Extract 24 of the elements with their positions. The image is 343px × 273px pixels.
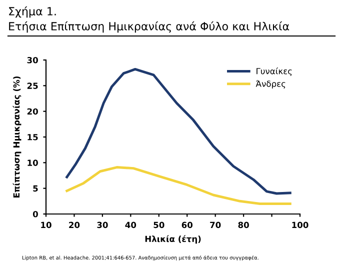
line-series <box>66 166 292 205</box>
line-series <box>66 68 292 195</box>
x-tick-label: 50 <box>154 222 164 228</box>
y-tick-label: 30 <box>27 56 38 64</box>
chart-subtitle: Ετήσια Επίπτωση Ημικρανίας ανά Φύλο και Ηλικία <box>9 21 290 33</box>
y-tick-label: 25 <box>27 82 38 89</box>
x-tick-label: 40 <box>125 222 136 228</box>
x-tick-label: 10 <box>41 222 52 228</box>
y-tick-label: 15 <box>28 134 38 140</box>
x-tick-label: 30 <box>97 222 108 228</box>
x-tick-label: 60 <box>182 222 193 228</box>
y-tick-label: 5 <box>33 185 38 192</box>
x-axis-title: Ηλικία (έτη) <box>145 235 201 244</box>
legend-label: Γυναίκες <box>256 68 292 76</box>
x-tick-label: 20 <box>69 222 80 228</box>
y-axis-title: Επίπτωση Ημικρανίας (%) <box>12 76 22 198</box>
y-tick-label: 0 <box>32 210 38 218</box>
x-tick-label: 80 <box>238 222 249 228</box>
y-tick-label: 10 <box>28 160 38 166</box>
y-tick-label: 20 <box>27 108 38 115</box>
x-tick-label: 100 <box>292 222 308 228</box>
legend-label: Άνδρες <box>256 80 286 88</box>
x-tick-label: 70 <box>210 222 221 228</box>
chart-title: Σχήμα 1. <box>9 6 56 18</box>
